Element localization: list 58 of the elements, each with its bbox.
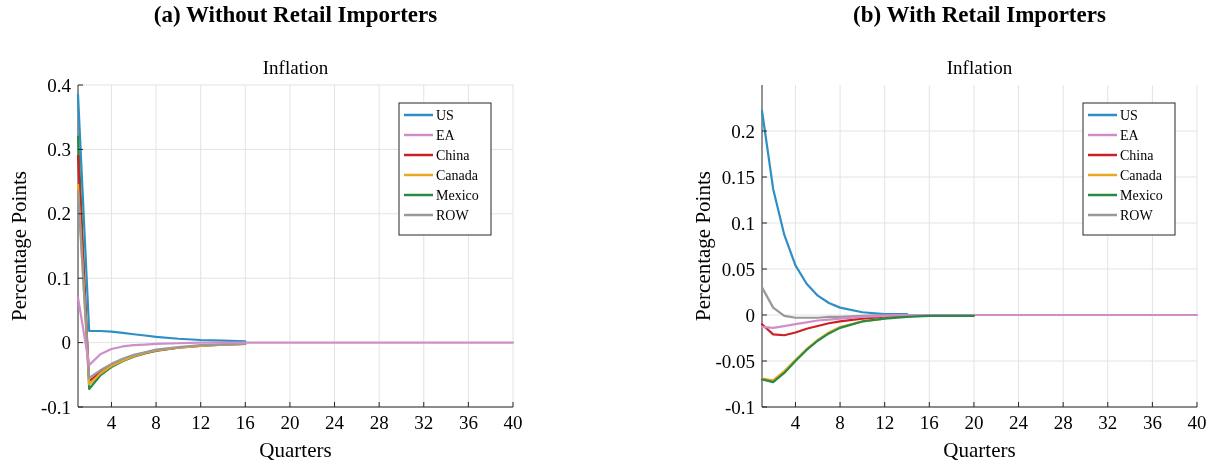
line-series bbox=[76, 93, 247, 343]
x-tick-label: 32 bbox=[414, 412, 434, 433]
x-tick-label: 12 bbox=[875, 412, 895, 433]
legend-label: China bbox=[1120, 147, 1155, 163]
line-series bbox=[760, 314, 976, 384]
legend-label: Canada bbox=[436, 167, 479, 183]
x-tick-label: 28 bbox=[1053, 412, 1073, 433]
x-tick-label: 4 bbox=[106, 412, 117, 433]
legend-label: US bbox=[1120, 107, 1138, 123]
y-tick-label: -0.1 bbox=[40, 396, 71, 418]
chart-subtitle: Inflation bbox=[946, 57, 1013, 78]
chart-title: (b) With Retail Importers bbox=[853, 2, 1106, 27]
y-tick-label: 0.4 bbox=[47, 74, 72, 96]
line-series bbox=[76, 296, 515, 367]
y-tick-label: 0.05 bbox=[721, 258, 755, 280]
x-tick-label: 4 bbox=[790, 412, 801, 433]
y-tick-label: 0.2 bbox=[731, 120, 755, 142]
y-tick-label: 0.1 bbox=[731, 212, 755, 234]
y-axis-title: Percentage Points bbox=[691, 171, 715, 321]
legend-label: US bbox=[436, 107, 454, 123]
line-series bbox=[760, 109, 909, 316]
y-tick-label: 0.3 bbox=[47, 139, 71, 161]
x-tick-label: 12 bbox=[191, 412, 211, 433]
y-tick-label: 0 bbox=[61, 332, 71, 354]
x-tick-label: 16 bbox=[919, 412, 939, 433]
y-tick-label: 0.2 bbox=[47, 203, 71, 225]
legend-label: ROW bbox=[1120, 207, 1154, 223]
y-axis-title: Percentage Points bbox=[7, 171, 31, 321]
y-tick-label: 0.1 bbox=[47, 267, 71, 289]
y-tick-label: 0.15 bbox=[721, 166, 755, 188]
x-tick-label: 16 bbox=[235, 412, 255, 433]
line-series bbox=[760, 313, 1199, 329]
legend-label: China bbox=[436, 147, 471, 163]
x-axis-title: Quarters bbox=[259, 438, 332, 462]
x-axis-title: Quarters bbox=[943, 438, 1016, 462]
x-tick-label: 40 bbox=[503, 412, 523, 433]
legend-label: Canada bbox=[1120, 167, 1163, 183]
x-tick-label: 8 bbox=[151, 412, 161, 433]
x-tick-label: 36 bbox=[1142, 412, 1162, 433]
legend-label: Mexico bbox=[436, 187, 479, 203]
y-tick-label: -0.05 bbox=[715, 350, 755, 372]
chart-subtitle: Inflation bbox=[262, 57, 329, 78]
legend-label: Mexico bbox=[1120, 187, 1163, 203]
x-tick-label: 32 bbox=[1098, 412, 1118, 433]
legend-label: ROW bbox=[436, 207, 470, 223]
chart-title: (a) Without Retail Importers bbox=[153, 2, 438, 27]
y-tick-label: -0.1 bbox=[724, 396, 755, 418]
x-tick-label: 20 bbox=[964, 412, 984, 433]
y-tick-label: 0 bbox=[745, 304, 755, 326]
legend-label: EA bbox=[436, 127, 456, 143]
x-tick-label: 20 bbox=[280, 412, 300, 433]
x-tick-label: 24 bbox=[325, 412, 345, 433]
x-tick-label: 28 bbox=[369, 412, 389, 433]
x-tick-label: 24 bbox=[1009, 412, 1029, 433]
legend-label: EA bbox=[1120, 127, 1140, 143]
x-tick-label: 36 bbox=[458, 412, 478, 433]
x-tick-label: 40 bbox=[1187, 412, 1207, 433]
x-tick-label: 8 bbox=[835, 412, 845, 433]
